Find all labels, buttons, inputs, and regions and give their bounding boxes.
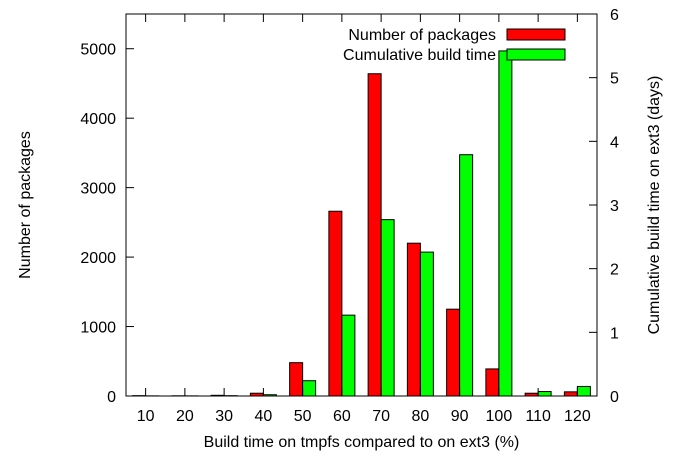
legend-label-0: Number of packages <box>348 27 496 44</box>
bar-packages-90 <box>446 308 461 397</box>
y-tick-label: 2000 <box>80 250 116 267</box>
bar-buildtime-70 <box>380 219 395 397</box>
x-tick-label: 30 <box>215 408 233 425</box>
legend: Number of packages Cumulative build time <box>343 27 566 64</box>
y-tick-label: 4000 <box>80 111 116 128</box>
x-tick-label: 70 <box>372 408 390 425</box>
bar-buildtime-90 <box>459 154 474 397</box>
x-tick-label: 40 <box>254 408 272 425</box>
plot-frame <box>125 13 598 397</box>
bar-buildtime-120 <box>576 385 591 397</box>
legend-swatch-1 <box>506 48 566 61</box>
x-tick-label: 80 <box>411 408 429 425</box>
x-tick-label: 60 <box>333 408 351 425</box>
bar-buildtime-110 <box>537 391 552 397</box>
bar-packages-50 <box>289 362 304 397</box>
y2-tick-label: 5 <box>610 71 619 88</box>
bar-buildtime-50 <box>302 380 317 397</box>
y-tick-label: 5000 <box>80 42 116 59</box>
bar-packages-70 <box>367 73 382 397</box>
bar-packages-100 <box>485 368 500 397</box>
x-tick-label: 20 <box>176 408 194 425</box>
x-tick-label: 110 <box>525 408 551 425</box>
x-tick-label: 120 <box>564 408 591 425</box>
x-tick-label: 100 <box>486 408 513 425</box>
y-tick-label: 0 <box>107 389 116 406</box>
y-axis-title: Number of packages <box>17 131 34 279</box>
y2-tick-label: 4 <box>610 134 619 151</box>
y-tick-label: 3000 <box>80 181 116 198</box>
x-axis-title: Build time on tmpfs compared to on ext3 … <box>204 434 520 451</box>
y-tick-label: 1000 <box>80 320 116 337</box>
bar-buildtime-100 <box>498 50 513 397</box>
y2-tick-label: 3 <box>610 198 619 215</box>
bar-packages-80 <box>406 242 421 397</box>
x-tick-label: 10 <box>137 408 155 425</box>
bar-buildtime-80 <box>419 251 434 397</box>
legend-label-1: Cumulative build time <box>343 47 496 64</box>
y2-axis-title: Cumulative build time on ext3 (days) <box>646 76 663 335</box>
x-tick-label: 90 <box>451 408 469 425</box>
bar-packages-60 <box>328 210 343 397</box>
ticks-layer: 0 1000 2000 3000 4000 5000 0 1 2 3 4 5 6 10 20 30 40 50 60… <box>80 7 619 425</box>
y2-tick-label: 6 <box>610 7 619 24</box>
bar-packages-120 <box>563 391 578 397</box>
y2-tick-label: 0 <box>610 389 619 406</box>
bar-buildtime-60 <box>341 314 356 397</box>
x-tick-label: 50 <box>294 408 312 425</box>
legend-swatch-0 <box>506 28 566 41</box>
y2-tick-label: 2 <box>610 262 619 279</box>
bars-layer <box>132 50 591 397</box>
y2-tick-label: 1 <box>610 325 619 342</box>
